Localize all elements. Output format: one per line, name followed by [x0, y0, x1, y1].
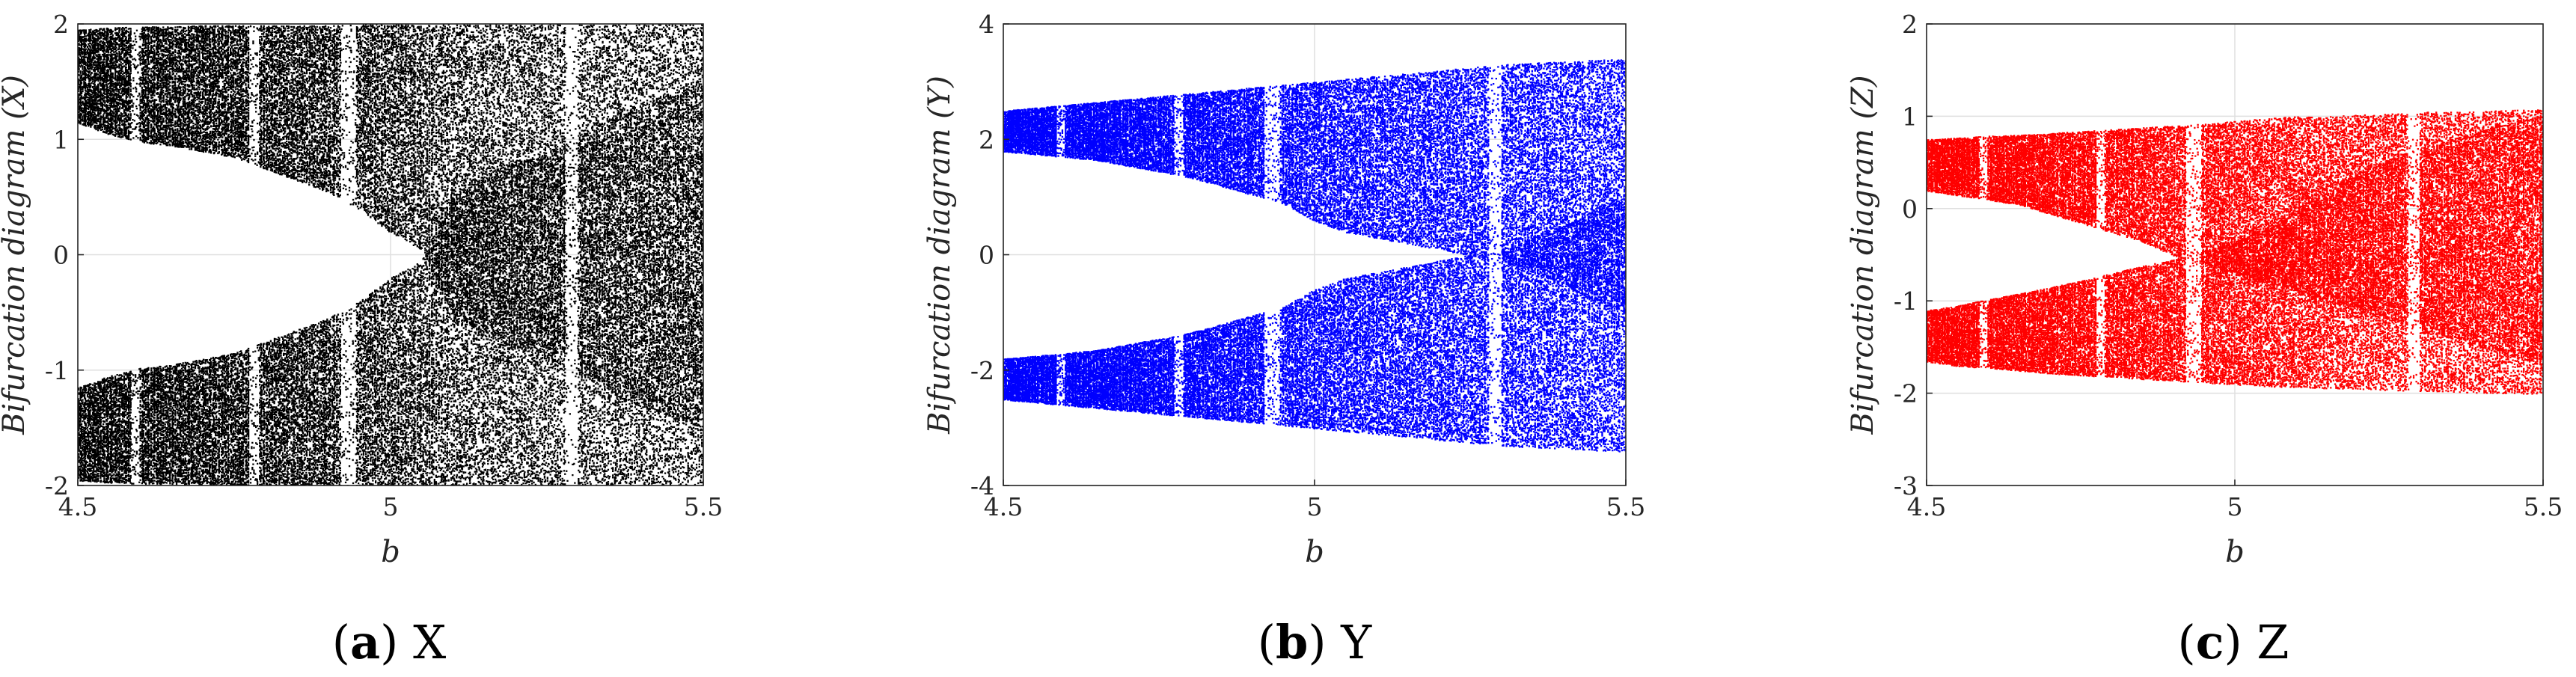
- y-tick-label: 0: [979, 241, 994, 270]
- y-tick-label: 1: [53, 125, 69, 154]
- x-tick-label: 5: [383, 492, 399, 521]
- x-axis-label: b: [1305, 535, 1324, 569]
- y-tick-label: -3: [1894, 471, 1918, 500]
- x-tick-label: 5.5: [684, 492, 723, 521]
- subfigure-caption: (a) X: [332, 615, 446, 670]
- y-tick-label: 2: [1902, 10, 1918, 39]
- y-tick-label: 0: [53, 241, 69, 270]
- y-tick-label: -2: [970, 356, 994, 385]
- x-tick-label: 5.5: [2524, 492, 2563, 521]
- y-axis-label: Bifurcation diagram (Y): [923, 76, 957, 435]
- subfigure-caption: (b) Y: [1258, 615, 1372, 670]
- x-tick-label: 5.5: [1606, 492, 1645, 521]
- y-axis-label: Bifurcation diagram (Z): [1846, 75, 1880, 435]
- y-axis-label: Bifurcation diagram (X): [0, 75, 31, 435]
- x-tick-label: 5: [1307, 492, 1323, 521]
- y-tick-label: 2: [53, 10, 69, 39]
- y-tick-label: -2: [45, 471, 69, 500]
- y-tick-label: -2: [1894, 379, 1918, 408]
- y-tick-label: 1: [1902, 102, 1918, 131]
- subfigure-caption: (c) Z: [2178, 615, 2289, 670]
- y-tick-label: -1: [45, 356, 69, 385]
- x-axis-label: b: [2225, 535, 2245, 569]
- y-tick-label: 4: [979, 10, 994, 39]
- y-tick-label: -4: [970, 471, 994, 500]
- y-tick-label: 0: [1902, 194, 1918, 224]
- x-tick-label: 5: [2227, 492, 2243, 521]
- y-tick-label: -1: [1894, 287, 1918, 316]
- x-axis-label: b: [381, 535, 400, 569]
- y-tick-label: 2: [979, 125, 994, 154]
